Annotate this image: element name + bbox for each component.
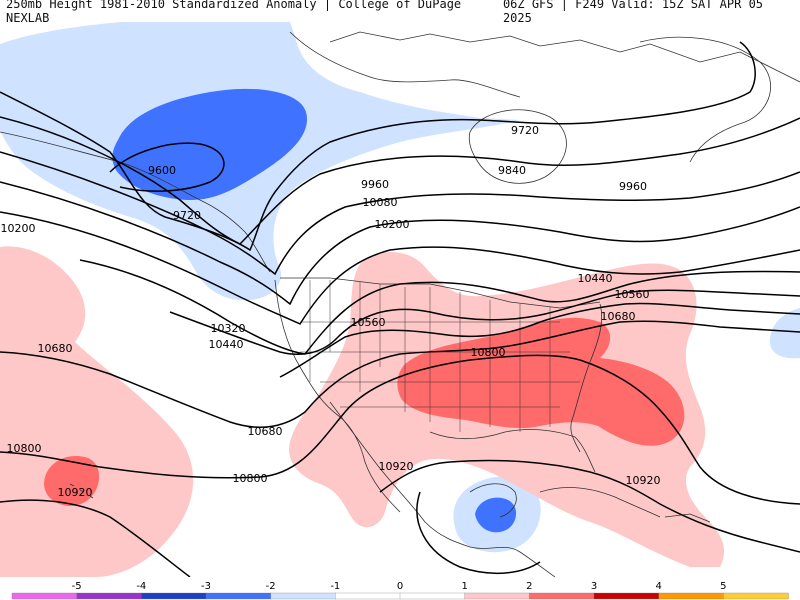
colorbar-segment <box>658 592 724 600</box>
hudson-bay <box>468 109 567 184</box>
gulf-coast <box>429 429 596 473</box>
contour-label: 10920 <box>379 460 414 473</box>
colorbar-segment <box>76 592 142 600</box>
contour-label: 10680 <box>601 310 636 323</box>
east-coast <box>570 303 603 453</box>
yucatan <box>469 483 517 518</box>
contour-label: 9600 <box>148 164 176 177</box>
header-right-title: 06Z GFS | F249 Valid: 15Z SAT APR 05 202… <box>502 0 764 25</box>
colorbar-segment <box>529 592 595 600</box>
colorbar-tick-label: 4 <box>655 581 661 592</box>
contour-label: 10560 <box>351 316 386 329</box>
contour-label: 10440 <box>578 272 613 285</box>
contour-10320 <box>79 259 800 355</box>
neg-weak-atlantic-edge <box>769 308 800 359</box>
neg-strong-central-america-core <box>475 497 517 533</box>
central-america <box>469 546 556 577</box>
contour-label: 9960 <box>361 178 389 191</box>
contour-9720-ring <box>0 41 756 252</box>
contour-label: 10080 <box>363 196 398 209</box>
contour-label: 10680 <box>248 425 283 438</box>
colorbar-tick-label: 1 <box>461 581 467 592</box>
contour-label: 9960 <box>619 180 647 193</box>
contour-label: 10320 <box>211 322 246 335</box>
contour-label: 10800 <box>233 472 268 485</box>
contour-label: 10680 <box>38 342 73 355</box>
colorbar-segment <box>270 592 336 600</box>
contour-10680 <box>0 320 800 428</box>
colorbar-segment <box>399 592 466 600</box>
map-header: 250mb Height 1981-2010 Standardized Anom… <box>0 0 800 25</box>
colorbar-tick-label: 3 <box>591 581 597 592</box>
mexico-coast <box>329 401 471 548</box>
geographic-outlines <box>0 31 800 577</box>
contour-9840 <box>0 116 800 245</box>
colorbar-segment <box>11 592 78 600</box>
contour-label: 10920 <box>626 474 661 487</box>
contour-10920 <box>0 459 800 577</box>
colorbar-tick-label: -1 <box>330 581 340 592</box>
contour-10200 <box>0 211 800 325</box>
hispaniola <box>664 513 711 523</box>
colorbar-segment <box>723 592 789 600</box>
canada-arctic-coast <box>289 31 521 98</box>
contour-label: 9840 <box>498 164 526 177</box>
header-left-title: 250mb Height 1981-2010 Standardized Anom… <box>6 0 462 25</box>
pos-strong-pacific-core <box>44 456 100 506</box>
colorbar-segment <box>205 592 272 600</box>
arctic-islands <box>329 31 800 83</box>
hawaii <box>69 483 94 499</box>
colorbar-tick-label: 0 <box>397 581 403 592</box>
contour-labels: 9600 9720 9720 9840 9960 9960 10080 10200 10200 1… <box>1 124 661 499</box>
us-canada-border <box>280 277 601 309</box>
contour-label: 10800 <box>471 346 506 359</box>
colorbar-tick-label: -4 <box>136 581 146 592</box>
contour-label: 9720 <box>173 209 201 222</box>
contour-label: 10200 <box>375 218 410 231</box>
contour-label: 10920 <box>58 486 93 499</box>
contour-10440 <box>169 289 800 355</box>
colorbar-segments <box>11 592 789 600</box>
alaska-coast <box>0 131 271 273</box>
contour-label: 9720 <box>511 124 539 137</box>
colorbar-tick-label: -3 <box>201 581 211 592</box>
colorbar-tick-label: -2 <box>266 581 276 592</box>
colorbar-tick-label: 2 <box>526 581 532 592</box>
colorbar-segment <box>464 592 530 600</box>
color-scale-bar: -5 -4 -3 -2 -1 0 1 2 3 4 5 <box>11 581 789 600</box>
colorbar-tick-label: 5 <box>720 581 726 592</box>
contour-label: 10560 <box>615 288 650 301</box>
height-contours <box>0 41 800 577</box>
colorbar-ticks: -5 -4 -3 -2 -1 0 1 2 3 4 5 <box>72 581 727 592</box>
contour-label: 10200 <box>1 222 36 235</box>
anomaly-map: 9600 9720 9720 9840 9960 9960 10080 10200 10200 1… <box>0 22 800 577</box>
contour-label: 10800 <box>7 442 42 455</box>
cuba <box>539 487 661 518</box>
colorbar-segment <box>335 592 401 600</box>
contour-10560 <box>279 302 800 378</box>
contour-9960 <box>0 151 800 276</box>
contour-10800 <box>0 354 800 505</box>
contour-10080 <box>0 181 800 306</box>
negative-anomaly-areas <box>0 22 800 553</box>
us-west-coast <box>274 279 401 513</box>
colorbar-segment <box>141 592 207 600</box>
greenland-outline <box>639 36 771 163</box>
contour-10920-loop-south <box>416 491 541 575</box>
contour-label: 10440 <box>209 338 244 351</box>
neg-strong-alaska-core <box>112 88 307 200</box>
colorbar-segment <box>593 592 660 600</box>
colorbar-tick-label: -5 <box>72 581 82 592</box>
